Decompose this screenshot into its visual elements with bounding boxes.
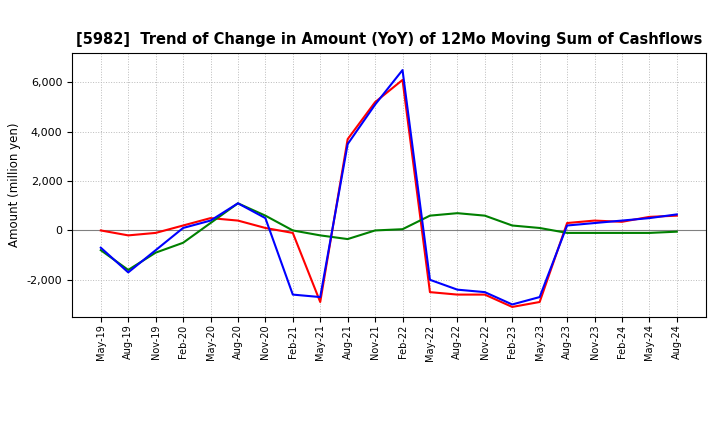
- Investing Cashflow: [233, 201, 242, 206]
- Free Cashflow: [508, 302, 516, 307]
- Operating Cashflow: [672, 213, 681, 218]
- Operating Cashflow: [508, 304, 516, 310]
- Operating Cashflow: [371, 99, 379, 105]
- Operating Cashflow: [206, 216, 215, 221]
- Free Cashflow: [96, 245, 105, 250]
- Operating Cashflow: [398, 77, 407, 83]
- Operating Cashflow: [590, 218, 599, 223]
- Free Cashflow: [179, 225, 187, 231]
- Investing Cashflow: [261, 213, 270, 218]
- Operating Cashflow: [151, 230, 160, 235]
- Investing Cashflow: [672, 229, 681, 235]
- Operating Cashflow: [289, 230, 297, 235]
- Investing Cashflow: [645, 230, 654, 235]
- Free Cashflow: [289, 292, 297, 297]
- Free Cashflow: [480, 290, 489, 295]
- Investing Cashflow: [151, 250, 160, 255]
- Free Cashflow: [343, 141, 352, 147]
- Line: Investing Cashflow: Investing Cashflow: [101, 203, 677, 270]
- Free Cashflow: [151, 248, 160, 253]
- Investing Cashflow: [124, 267, 132, 272]
- Free Cashflow: [563, 223, 572, 228]
- Investing Cashflow: [590, 230, 599, 235]
- Investing Cashflow: [96, 248, 105, 253]
- Free Cashflow: [233, 201, 242, 206]
- Investing Cashflow: [398, 227, 407, 232]
- Investing Cashflow: [179, 240, 187, 246]
- Investing Cashflow: [316, 233, 325, 238]
- Operating Cashflow: [536, 299, 544, 304]
- Operating Cashflow: [480, 292, 489, 297]
- Line: Free Cashflow: Free Cashflow: [101, 70, 677, 304]
- Operating Cashflow: [96, 228, 105, 233]
- Operating Cashflow: [453, 292, 462, 297]
- Operating Cashflow: [426, 290, 434, 295]
- Investing Cashflow: [206, 220, 215, 226]
- Investing Cashflow: [426, 213, 434, 218]
- Free Cashflow: [371, 102, 379, 107]
- Free Cashflow: [124, 270, 132, 275]
- Investing Cashflow: [453, 210, 462, 216]
- Free Cashflow: [398, 67, 407, 73]
- Free Cashflow: [618, 218, 626, 223]
- Investing Cashflow: [563, 230, 572, 235]
- Line: Operating Cashflow: Operating Cashflow: [101, 80, 677, 307]
- Investing Cashflow: [618, 230, 626, 235]
- Investing Cashflow: [343, 236, 352, 242]
- Free Cashflow: [426, 277, 434, 282]
- Free Cashflow: [590, 220, 599, 226]
- Free Cashflow: [536, 294, 544, 300]
- Operating Cashflow: [233, 218, 242, 223]
- Free Cashflow: [453, 287, 462, 292]
- Operating Cashflow: [179, 223, 187, 228]
- Operating Cashflow: [261, 225, 270, 231]
- Investing Cashflow: [371, 228, 379, 233]
- Free Cashflow: [645, 216, 654, 221]
- Investing Cashflow: [508, 223, 516, 228]
- Operating Cashflow: [124, 233, 132, 238]
- Investing Cashflow: [536, 225, 544, 231]
- Free Cashflow: [206, 218, 215, 223]
- Title: [5982]  Trend of Change in Amount (YoY) of 12Mo Moving Sum of Cashflows: [5982] Trend of Change in Amount (YoY) o…: [76, 33, 702, 48]
- Investing Cashflow: [289, 228, 297, 233]
- Free Cashflow: [316, 294, 325, 300]
- Operating Cashflow: [618, 219, 626, 224]
- Free Cashflow: [261, 216, 270, 221]
- Operating Cashflow: [316, 299, 325, 304]
- Investing Cashflow: [480, 213, 489, 218]
- Operating Cashflow: [645, 214, 654, 220]
- Free Cashflow: [672, 212, 681, 217]
- Y-axis label: Amount (million yen): Amount (million yen): [8, 123, 21, 247]
- Operating Cashflow: [343, 136, 352, 142]
- Operating Cashflow: [563, 220, 572, 226]
